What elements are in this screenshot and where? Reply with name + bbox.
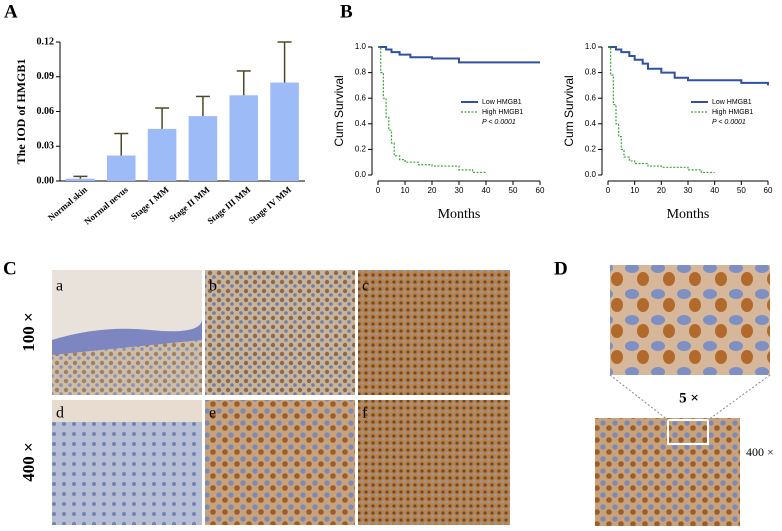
y-tick-label: 1.0 [355,42,367,51]
y-tick-label: 0.4 [355,119,367,128]
legend-label: Low HMGB1 [482,99,522,106]
zoom-line [609,374,669,421]
x-tick-label: 30 [684,186,693,195]
x-tick-label: 0 [606,186,611,195]
panel-label: A [4,1,18,22]
x-tick-label: 10 [401,186,410,195]
x-tick-label: 60 [764,186,773,195]
x-tick-label: 30 [455,186,464,195]
y-tick-label: 0.09 [37,71,55,82]
y-tick-label: 0.8 [585,68,597,77]
bar [270,82,299,181]
bar [188,116,218,181]
survival-line [608,46,715,174]
legend-label: Low HMGB1 [712,99,752,106]
x-tick-label: Normal nevus [82,184,130,227]
annotation: P < 0.0001 [482,119,516,126]
x-tick-label: 40 [482,186,491,195]
legend-label: High HMGB1 [712,109,753,116]
magnification: 100 × [19,312,38,351]
legend-label: High HMGB1 [482,109,523,116]
panel-label: B [340,1,353,22]
x-tick-label: 20 [657,186,666,195]
micrograph-label: f [362,405,368,422]
survival-line [378,46,540,64]
bar [106,155,136,181]
micrograph [358,400,510,525]
y-tick-label: 0.6 [585,93,597,102]
x-tick-label: 50 [737,186,746,195]
y-axis-label: Cum Survival [332,75,346,146]
micrograph-label: c [362,278,369,295]
zoom-line [707,374,771,421]
y-tick-label: 0.6 [355,93,367,102]
panel-label: D [554,258,568,279]
y-tick-label: 0.4 [585,119,597,128]
y-axis-label: The IOD of HMGB1 [14,59,28,165]
micrograph [205,270,355,395]
x-tick-label: 10 [630,186,639,195]
survival-line [378,46,486,174]
x-tick-label: 0 [376,186,381,195]
annotation: P < 0.0001 [712,119,746,126]
micrograph-label: b [209,278,217,295]
micrograph [52,320,202,355]
bar [229,95,259,181]
micrographs [52,265,771,526]
x-tick-label: 20 [428,186,437,195]
x-tick-label: Stage I MM [129,184,171,222]
y-tick-label: 0.03 [37,141,55,152]
magnification: 400 × [19,442,38,481]
y-tick-label: 0.06 [37,106,55,117]
micrograph [610,265,770,375]
y-tick-label: 0.8 [355,68,367,77]
y-tick-label: 1.0 [585,42,597,51]
x-axis-label: Months [438,207,481,222]
survival-line [608,46,769,86]
zoom-label: 5 × [679,390,699,406]
y-tick-label: 0.00 [37,175,55,186]
y-tick-label: 0.12 [37,36,55,47]
bar [66,178,95,181]
zoom-box [667,419,709,445]
panel-label: C [3,258,17,279]
micrograph-label: a [56,278,63,295]
x-tick-label: Normal skin [46,184,89,222]
y-tick-label: 0.0 [585,170,597,179]
micrograph-label: e [209,405,216,422]
y-tick-label: 0.2 [585,145,597,154]
x-tick-label: 40 [710,186,719,195]
micrograph-label: d [56,405,64,422]
micrograph [358,270,510,395]
x-tick-label: 50 [509,186,518,195]
y-tick-label: 0.2 [355,145,367,154]
magnification: 400 × [746,445,774,459]
micrograph [52,400,202,422]
y-tick-label: 0.0 [355,170,367,179]
x-tick-label: Stage III MM [205,184,252,226]
x-axis-label: Months [667,207,710,222]
bar [147,128,177,181]
micrograph [205,400,355,525]
x-tick-label: Stage IV MM [247,184,294,226]
y-axis-label: Cum Survival [562,75,576,146]
x-tick-label: 60 [536,186,545,195]
